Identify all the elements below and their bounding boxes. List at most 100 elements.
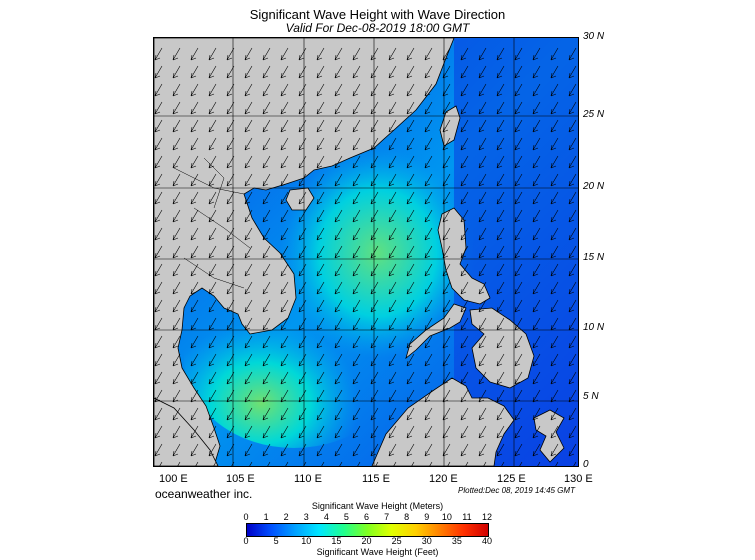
direction-arrow <box>568 443 577 457</box>
direction-arrow <box>460 245 469 259</box>
direction-arrow <box>357 461 361 466</box>
direction-arrow <box>424 119 433 133</box>
direction-arrow <box>316 83 325 97</box>
direction-arrow <box>550 281 559 295</box>
direction-arrow <box>496 83 505 97</box>
direction-arrow <box>244 317 253 331</box>
lat-label-25n: 25 N <box>583 109 605 120</box>
direction-arrow <box>244 245 253 259</box>
direction-arrow <box>262 317 271 331</box>
direction-arrow <box>568 425 577 439</box>
direction-arrow <box>244 83 253 97</box>
direction-arrow <box>316 155 325 169</box>
direction-arrow <box>244 407 253 421</box>
direction-arrow <box>316 263 325 277</box>
direction-arrow <box>298 425 307 439</box>
feet-tick: 0 <box>243 536 249 546</box>
direction-arrow <box>460 263 469 277</box>
direction-arrow <box>208 407 217 421</box>
direction-arrow <box>568 245 577 259</box>
direction-arrow <box>352 353 361 367</box>
direction-arrow <box>370 101 379 115</box>
direction-arrow <box>154 101 163 115</box>
direction-arrow <box>190 191 199 205</box>
direction-arrow <box>172 227 181 241</box>
direction-arrow <box>226 317 235 331</box>
direction-arrow <box>406 137 415 151</box>
direction-arrow <box>172 173 181 187</box>
direction-arrow <box>532 173 541 187</box>
direction-arrow <box>442 335 451 349</box>
meter-tick: 5 <box>343 512 349 522</box>
direction-arrow <box>532 299 541 313</box>
direction-arrow <box>208 299 217 313</box>
direction-arrow <box>532 407 541 421</box>
direction-arrow <box>514 83 523 97</box>
direction-arrow <box>208 101 217 115</box>
direction-arrow <box>501 461 505 466</box>
direction-arrow <box>280 443 289 457</box>
lon-label-105e: 105 E <box>226 473 255 485</box>
direction-arrow <box>262 353 271 367</box>
direction-arrow <box>298 407 307 421</box>
direction-arrow <box>424 47 433 61</box>
direction-arrow <box>352 173 361 187</box>
direction-arrow <box>226 245 235 259</box>
direction-arrow <box>514 317 523 331</box>
direction-arrow <box>244 263 253 277</box>
direction-arrow <box>334 83 343 97</box>
direction-arrow <box>496 281 505 295</box>
direction-arrow <box>550 371 559 385</box>
direction-arrow <box>190 281 199 295</box>
direction-arrow <box>573 461 577 466</box>
direction-arrow <box>154 335 163 349</box>
direction-arrow <box>568 173 577 187</box>
direction-arrow <box>334 281 343 295</box>
direction-arrow <box>514 335 523 349</box>
direction-arrow <box>568 299 577 313</box>
lon-label-130e: 130 E <box>564 473 593 485</box>
direction-arrow <box>514 209 523 223</box>
direction-arrow <box>550 209 559 223</box>
direction-arrow <box>424 263 433 277</box>
direction-arrow <box>442 137 451 151</box>
direction-arrow <box>316 407 325 421</box>
direction-arrow <box>244 299 253 313</box>
direction-arrow <box>352 227 361 241</box>
direction-arrow <box>406 155 415 169</box>
direction-arrow <box>352 101 361 115</box>
direction-arrow <box>280 371 289 385</box>
direction-arrow <box>514 173 523 187</box>
direction-arrow <box>442 47 451 61</box>
meter-tick: 7 <box>384 512 390 522</box>
direction-arrow <box>334 245 343 259</box>
direction-arrow <box>406 335 415 349</box>
direction-arrow <box>280 335 289 349</box>
direction-arrow <box>154 425 163 439</box>
direction-arrow <box>190 443 199 457</box>
direction-arrow <box>190 83 199 97</box>
brand-label: oceanweather inc. <box>155 487 253 501</box>
direction-arrow <box>514 299 523 313</box>
direction-arrow <box>388 299 397 313</box>
direction-arrow <box>514 425 523 439</box>
direction-arrow <box>424 281 433 295</box>
direction-arrow <box>208 281 217 295</box>
direction-arrow <box>460 371 469 385</box>
direction-arrow <box>172 101 181 115</box>
direction-arrow <box>478 389 487 403</box>
direction-arrow <box>208 137 217 151</box>
direction-arrow <box>532 101 541 115</box>
direction-arrow <box>550 83 559 97</box>
direction-arrow <box>172 317 181 331</box>
direction-arrow <box>316 443 325 457</box>
direction-arrow <box>532 317 541 331</box>
direction-arrow <box>352 83 361 97</box>
direction-arrow <box>514 389 523 403</box>
direction-arrow <box>244 173 253 187</box>
direction-arrow <box>532 65 541 79</box>
direction-arrow <box>244 209 253 223</box>
direction-arrow <box>316 119 325 133</box>
direction-arrow <box>514 443 523 457</box>
direction-arrow <box>478 47 487 61</box>
